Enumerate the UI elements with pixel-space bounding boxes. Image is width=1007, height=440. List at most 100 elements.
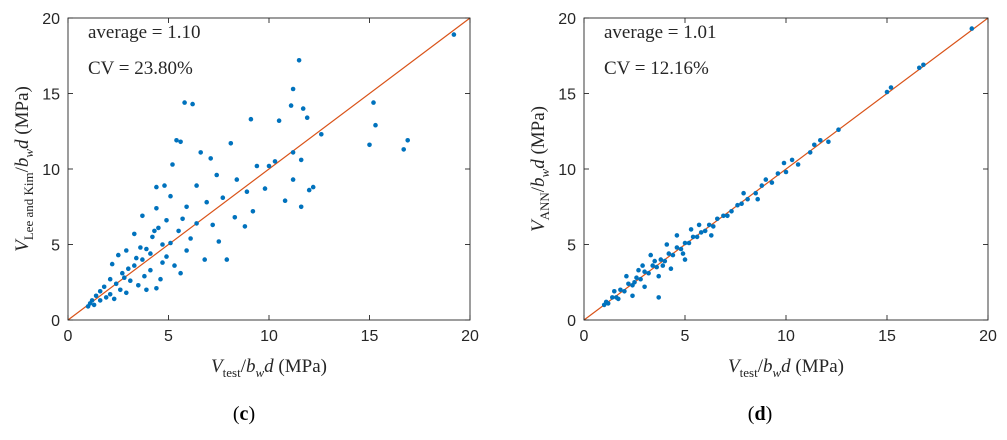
y-tick-label: 15	[42, 87, 60, 104]
data-point	[755, 196, 760, 202]
x-axis-label: Vtest/bwd (MPa)	[728, 356, 844, 380]
data-point	[152, 228, 157, 234]
data-point	[174, 138, 179, 143]
x-tick-label: 5	[164, 328, 173, 345]
data-point	[405, 138, 411, 143]
data-point	[319, 132, 324, 137]
data-point	[745, 196, 750, 202]
data-point	[242, 224, 248, 229]
data-point	[158, 276, 163, 282]
data-points	[85, 32, 457, 309]
data-point	[194, 183, 199, 188]
data-point	[290, 177, 296, 182]
data-point	[812, 142, 817, 148]
data-point	[640, 263, 645, 268]
data-point	[228, 141, 234, 146]
data-point	[124, 290, 129, 296]
data-point	[184, 248, 189, 253]
data-point	[107, 292, 113, 297]
data-point	[210, 222, 215, 228]
data-point	[101, 284, 107, 290]
y-tick-label: 10	[42, 162, 60, 179]
data-point	[818, 138, 823, 143]
data-point	[652, 258, 657, 264]
data-point	[140, 213, 145, 219]
data-point	[128, 278, 133, 284]
data-point	[674, 245, 680, 250]
data-point	[124, 248, 129, 253]
data-point	[250, 209, 256, 214]
data-point	[632, 280, 637, 285]
data-point	[648, 252, 653, 258]
data-point	[969, 26, 975, 31]
data-point	[136, 283, 141, 288]
data-point	[244, 189, 250, 194]
panel-label: (c)	[233, 403, 255, 425]
y-tick-label: 20	[42, 11, 60, 28]
data-point	[680, 251, 686, 256]
data-point	[654, 264, 659, 270]
data-point	[694, 234, 700, 240]
data-point	[138, 245, 143, 250]
data-point	[168, 193, 173, 199]
data-point	[97, 298, 103, 303]
panel-label: (d)	[748, 403, 772, 425]
data-point	[97, 289, 103, 294]
data-point	[160, 260, 165, 265]
data-point	[144, 246, 149, 252]
chart-panel-c: 0 5 10 15 20 0 5 10 15 20 average = 1.10 CV = 23.80…	[12, 11, 479, 425]
data-point	[690, 234, 696, 240]
data-point	[884, 89, 890, 95]
data-point	[373, 122, 378, 128]
data-point	[642, 269, 647, 275]
data-point	[753, 190, 758, 196]
data-point	[626, 281, 631, 287]
x-tick-label: 0	[580, 328, 589, 345]
data-point	[674, 233, 680, 238]
data-point	[290, 86, 296, 92]
data-point	[120, 270, 125, 276]
data-point	[103, 295, 109, 300]
y-axis-label: VANN/bwd (MPa)	[528, 106, 552, 232]
data-point	[116, 252, 121, 258]
y-tick-label: 5	[51, 238, 60, 255]
data-point	[208, 156, 213, 161]
y-tick-label: 15	[558, 87, 576, 104]
data-point	[296, 58, 302, 63]
data-point	[682, 240, 688, 246]
chart-panel-d: 0 5 10 15 20 0 5 10 15 20 average = 1.01 CV = 12.16…	[528, 11, 997, 425]
y-tick-label: 20	[558, 11, 576, 28]
data-point	[276, 118, 282, 123]
reference-line	[67, 17, 471, 321]
data-point	[304, 115, 310, 120]
data-point	[371, 100, 376, 105]
data-point	[656, 273, 661, 279]
data-point	[85, 304, 91, 309]
y-axis-label: VLee and Kim/bwd (MPa)	[12, 86, 36, 252]
data-point	[109, 261, 115, 267]
x-tick-label: 20	[979, 328, 997, 345]
x-tick-label: 10	[777, 328, 795, 345]
data-point	[622, 289, 627, 294]
data-point	[618, 287, 623, 293]
data-point	[154, 184, 159, 190]
data-point	[220, 195, 226, 200]
data-point	[122, 275, 127, 281]
data-point	[172, 263, 177, 268]
data-point	[650, 263, 655, 268]
data-point	[266, 163, 272, 169]
x-tick-label: 20	[461, 328, 479, 345]
x-axis-label: Vtest/bwd (MPa)	[211, 356, 327, 380]
data-point	[254, 163, 260, 169]
data-point	[769, 180, 775, 185]
data-point	[216, 239, 222, 244]
data-point	[132, 231, 137, 237]
data-point	[111, 296, 117, 302]
data-point	[93, 293, 99, 299]
data-point	[721, 213, 726, 219]
data-point	[176, 228, 181, 234]
data-point	[702, 228, 708, 234]
data-point	[781, 160, 787, 166]
data-point	[451, 32, 457, 37]
